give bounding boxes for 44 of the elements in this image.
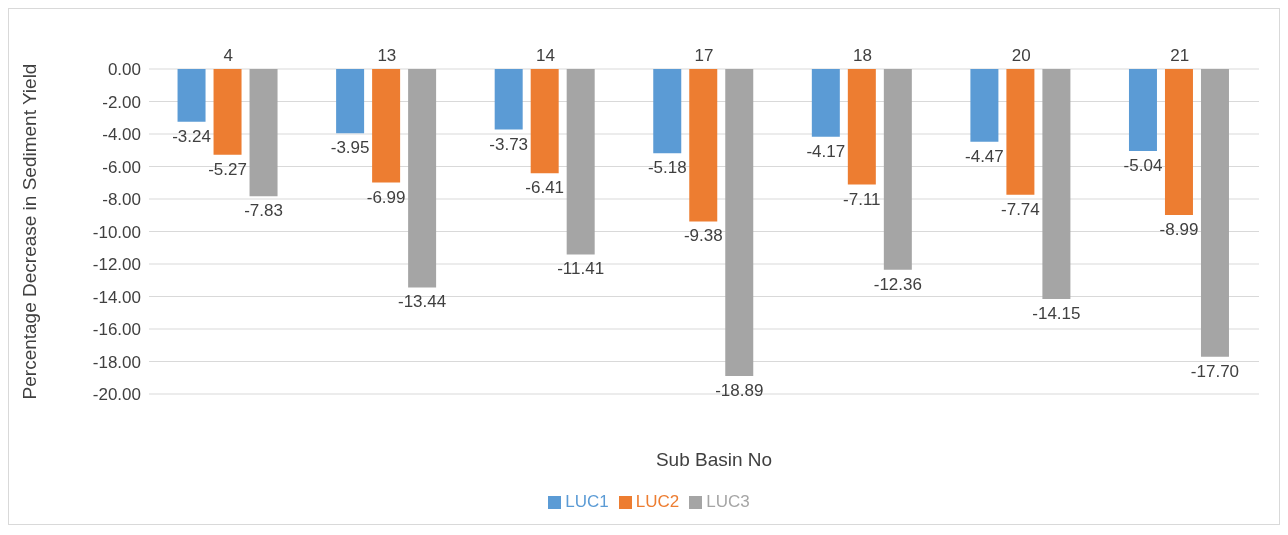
data-label: -3.95 — [330, 138, 370, 158]
data-label: -7.74 — [1001, 199, 1040, 219]
y-tick-label: -20.00 — [92, 385, 141, 405]
legend-label: LUC2 — [635, 492, 680, 511]
x-tick-label: 14 — [535, 46, 555, 65]
y-tick-label: -12.00 — [92, 255, 141, 275]
legend-label: LUC3 — [706, 492, 750, 511]
data-label: -5.27 — [208, 159, 247, 179]
data-label: -9.38 — [683, 226, 723, 246]
data-label: -4.17 — [806, 141, 846, 161]
data-label: -4.47 — [965, 146, 1004, 166]
y-tick-label: -6.00 — [102, 157, 141, 177]
data-label: -3.24 — [172, 126, 211, 146]
x-tick-label: 18 — [853, 46, 873, 65]
data-label: -11.41 — [557, 259, 605, 279]
data-label: -3.73 — [489, 134, 529, 154]
x-tick-label: 20 — [1011, 46, 1031, 65]
y-tick-label: -2.00 — [102, 92, 141, 112]
data-label: -6.99 — [366, 187, 406, 207]
data-label: -6.41 — [525, 178, 565, 198]
data-label: -5.04 — [1123, 155, 1163, 175]
x-tick-label: 17 — [694, 46, 714, 65]
y-axis-title: Percentage Decrease in Sediment Yield — [18, 63, 40, 400]
x-tick-label: 4 — [223, 46, 234, 65]
data-label: -13.44 — [398, 292, 447, 312]
y-tick-label: -16.00 — [92, 320, 141, 340]
y-tick-label: -18.00 — [92, 352, 141, 372]
x-tick-label: 13 — [377, 46, 397, 65]
legend-label: LUC1 — [565, 492, 609, 511]
data-label: -12.36 — [873, 274, 922, 294]
x-tick-label: 21 — [1170, 46, 1190, 65]
y-tick-label: -8.00 — [102, 190, 141, 210]
data-label: -7.11 — [843, 189, 881, 209]
y-tick-label: -4.00 — [102, 125, 141, 145]
y-tick-label: -14.00 — [92, 287, 141, 307]
data-label: -5.18 — [647, 158, 687, 178]
data-label: -7.83 — [244, 201, 283, 221]
data-label: -8.99 — [1159, 220, 1199, 240]
y-tick-label: -10.00 — [92, 222, 141, 242]
y-tick-label: 0.00 — [107, 60, 141, 80]
data-label: -18.89 — [715, 380, 764, 400]
data-label: -14.15 — [1032, 303, 1081, 323]
data-label: -17.70 — [1190, 361, 1240, 381]
x-axis-title: Sub Basin No — [654, 449, 774, 471]
